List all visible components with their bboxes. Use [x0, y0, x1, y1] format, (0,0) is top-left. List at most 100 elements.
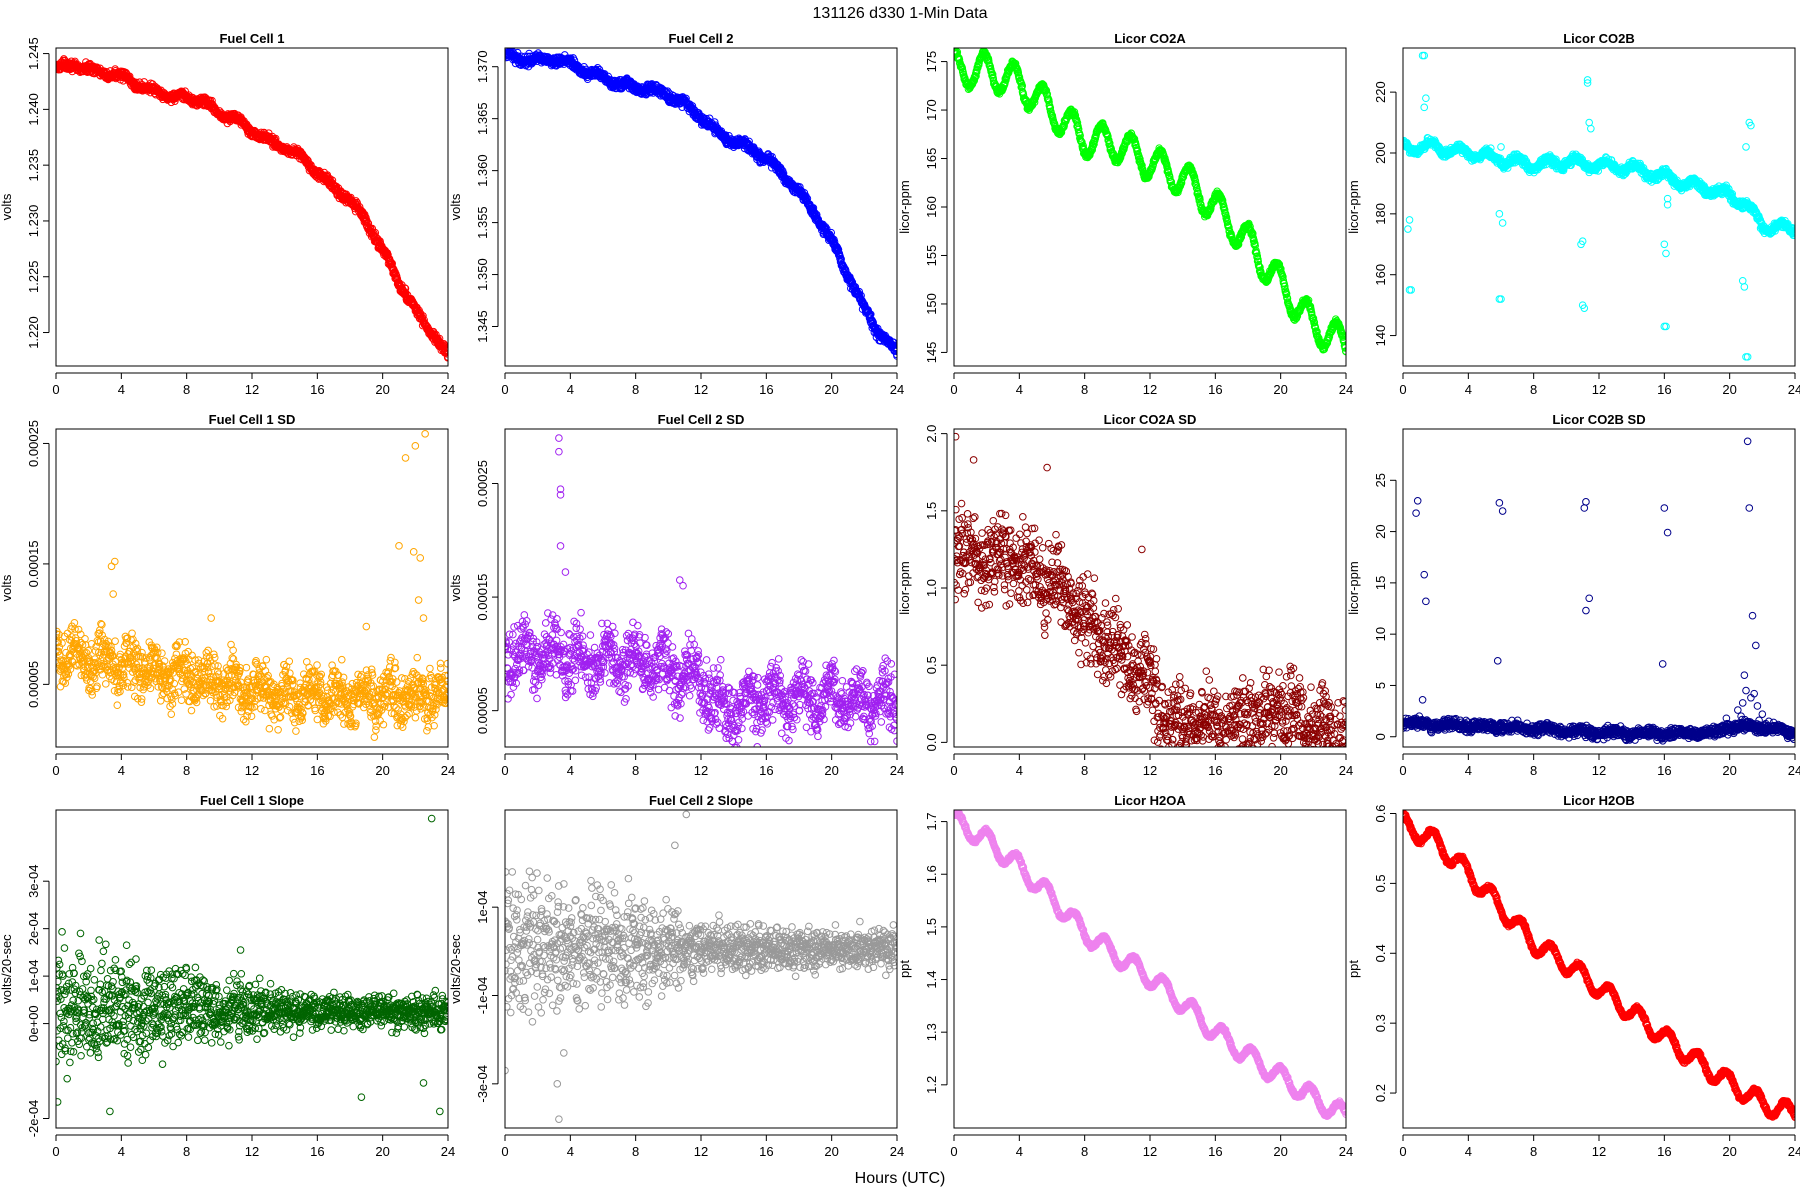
- data-point: [834, 245, 843, 254]
- y-tick-label: 180: [1373, 203, 1388, 225]
- x-tick-label: 4: [1465, 382, 1472, 397]
- data-point: [1340, 342, 1346, 350]
- data-point: [1042, 86, 1051, 95]
- y-tick-label: 1.370: [475, 50, 490, 83]
- data-point: [1014, 69, 1023, 77]
- plot-frame: [55, 47, 449, 367]
- x-tick-label: 12: [1592, 382, 1606, 397]
- data-point: [1639, 164, 1648, 172]
- data-point: [1621, 170, 1630, 178]
- y-tick-label: 1.240: [26, 93, 41, 126]
- data-point: [1310, 318, 1319, 327]
- x-tick-label: 16: [1657, 382, 1671, 397]
- data-point: [682, 94, 690, 103]
- data-point: [1223, 218, 1232, 226]
- y-tick-label: 1.355: [475, 206, 490, 239]
- data-point: [441, 344, 448, 353]
- y-tick-label: 175: [924, 51, 939, 73]
- data-point: [1341, 343, 1346, 352]
- data-point: [893, 352, 897, 360]
- y-tick-label: 165: [924, 148, 939, 170]
- data-point: [777, 165, 785, 173]
- y-tick-label: 1.360: [475, 154, 490, 187]
- x-tick-label: 0: [950, 382, 957, 397]
- x-tick-label: 20: [1722, 382, 1736, 397]
- x-tick-label: 4: [567, 382, 574, 397]
- x-tick-label: 24: [890, 382, 904, 397]
- data-point: [353, 198, 361, 207]
- data-point: [1339, 333, 1346, 341]
- y-tick-label: 1.230: [26, 205, 41, 238]
- figure-title: 131126 d330 1-Min Data: [813, 5, 988, 22]
- data-point: [892, 347, 897, 356]
- y-tick-label: 1.245: [26, 37, 41, 70]
- y-axis-label: licor-ppm: [897, 180, 912, 233]
- y-tick-label: 1.235: [26, 149, 41, 182]
- data-point: [362, 217, 371, 226]
- y-axis-label: volts: [0, 193, 14, 220]
- y-axis-label: volts: [448, 193, 463, 220]
- data-point: [1253, 252, 1262, 260]
- y-axis-label: licor-ppm: [1346, 180, 1361, 233]
- y-tick-label: 1.365: [475, 102, 490, 135]
- data-point: [1309, 314, 1318, 323]
- data-point: [1060, 121, 1068, 130]
- figure-x-label: Hours (UTC): [855, 1170, 946, 1187]
- data-point: [1280, 279, 1288, 288]
- data-points: [954, 48, 1346, 356]
- y-tick-label: 1.345: [475, 310, 490, 343]
- data-point: [1315, 334, 1323, 342]
- x-tick-label: 8: [1530, 382, 1537, 397]
- data-point: [1248, 229, 1257, 238]
- x-tick-label: 12: [245, 382, 259, 397]
- data-point: [1234, 240, 1243, 249]
- x-tick-label: 24: [1339, 382, 1353, 397]
- data-point: [1119, 146, 1128, 154]
- y-tick-label: 220: [1373, 81, 1388, 103]
- data-point: [332, 182, 341, 191]
- x-tick-label: 24: [1788, 382, 1800, 397]
- x-tick-label: 12: [694, 382, 708, 397]
- data-point: [1018, 82, 1027, 90]
- x-axis: 0 4 8 12 16 20 24: [52, 372, 455, 397]
- x-tick-label: 8: [183, 382, 190, 397]
- data-point: [1193, 184, 1201, 193]
- data-point: [444, 353, 448, 361]
- x-tick-label: 24: [441, 382, 455, 397]
- x-tick-label: 16: [1208, 382, 1222, 397]
- y-tick-label: 200: [1373, 142, 1388, 164]
- data-point: [1015, 73, 1024, 81]
- data-points: [505, 48, 897, 360]
- data-point: [1165, 173, 1174, 182]
- plot-frame: [953, 47, 1347, 367]
- data-point: [1046, 103, 1055, 112]
- y-tick-label: 1.220: [26, 316, 41, 349]
- x-tick-label: 8: [1081, 382, 1088, 397]
- y-tick-label: 170: [924, 99, 939, 121]
- x-tick-label: 0: [501, 382, 508, 397]
- x-axis: 0 4 8 12 16 20 24: [1399, 372, 1800, 397]
- data-point: [1311, 324, 1320, 333]
- data-points: [56, 55, 448, 362]
- x-axis: 0 4 8 12 16 20 24: [950, 372, 1353, 397]
- data-point: [305, 160, 314, 169]
- x-tick-label: 8: [632, 382, 639, 397]
- x-tick-label: 4: [118, 382, 125, 397]
- data-point: [1136, 155, 1144, 163]
- panel-title: Licor CO2B: [1563, 31, 1635, 46]
- panel-title: Licor CO2A: [1114, 31, 1186, 46]
- data-point: [328, 176, 337, 185]
- data-point: [809, 204, 818, 212]
- data-point: [401, 284, 410, 293]
- x-tick-label: 20: [1273, 382, 1287, 397]
- x-tick-label: 0: [1399, 382, 1406, 397]
- data-points: [1403, 51, 1795, 361]
